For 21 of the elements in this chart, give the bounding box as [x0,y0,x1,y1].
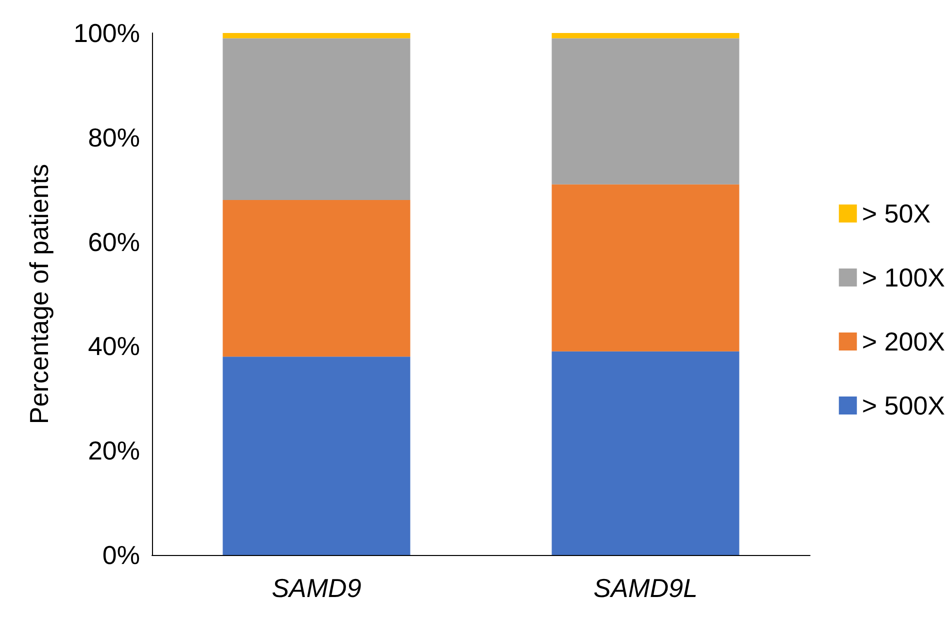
y-tick-label: 20% [88,436,140,466]
legend-label: > 500X [862,390,946,420]
y-axis-title: Percentage of patients [24,164,54,424]
y-tick-label: 0% [102,540,140,570]
bar [552,38,740,184]
bar [552,184,740,352]
y-tick-label: 80% [88,122,140,152]
x-tick-label: SAMD9 [272,573,362,603]
bar [222,356,410,555]
legend-label: > 100X [862,262,946,292]
y-tick-label: 40% [88,331,140,362]
y-tick-label: 60% [88,226,140,257]
bar [222,33,410,38]
x-tick-label: SAMD9L [593,573,698,603]
legend-label: > 50X [862,198,931,228]
bar [552,33,740,38]
legend-label: > 200X [862,326,946,356]
bar [222,200,410,357]
y-tick-label: 100% [74,18,140,48]
bar [222,38,410,200]
bar [552,351,740,555]
